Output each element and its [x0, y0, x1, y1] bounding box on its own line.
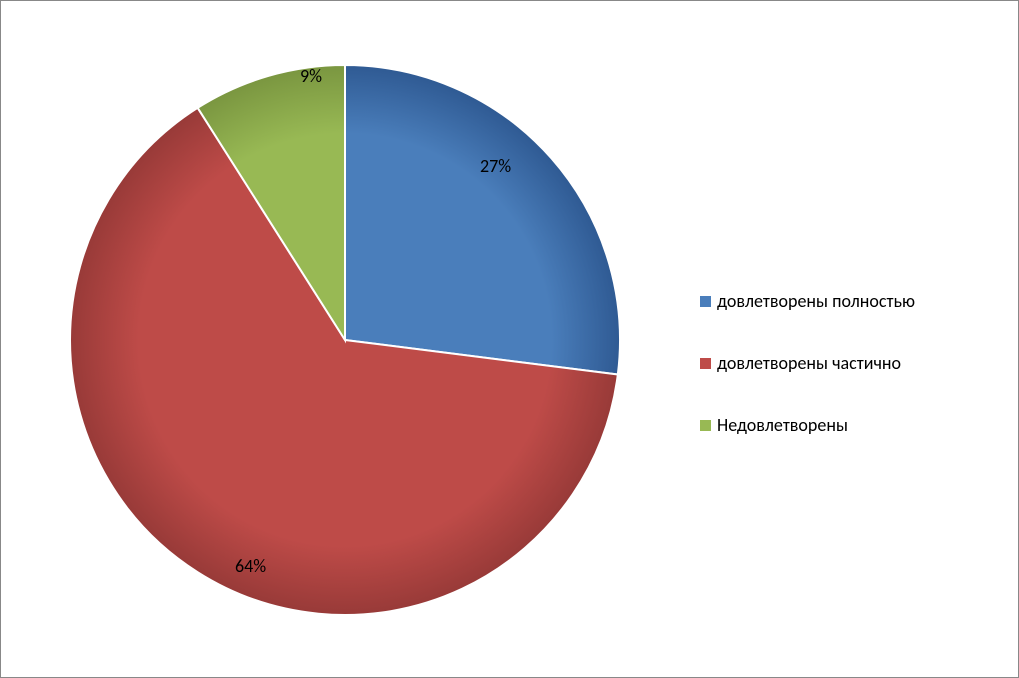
legend: довлетворены полностью довлетворены част…: [700, 290, 915, 436]
legend-marker-0: [700, 296, 711, 307]
slice-label-1: 64%: [235, 555, 266, 577]
legend-marker-1: [700, 358, 711, 369]
legend-label-0: довлетворены полностью: [717, 290, 915, 312]
slice-label-0: 27%: [480, 155, 511, 177]
legend-label-1: довлетворены частично: [717, 352, 901, 374]
pie-slices: [70, 65, 620, 615]
legend-item-0: довлетворены полностью: [700, 290, 915, 312]
legend-item-1: довлетворены частично: [700, 352, 915, 374]
slice-label-2: 9%: [300, 65, 322, 87]
legend-label-2: Недовлетворены: [717, 414, 848, 436]
legend-marker-2: [700, 420, 711, 431]
legend-item-2: Недовлетворены: [700, 414, 915, 436]
chart-container: 27% 64% 9% довлетворены полностью довлет…: [0, 0, 1019, 678]
